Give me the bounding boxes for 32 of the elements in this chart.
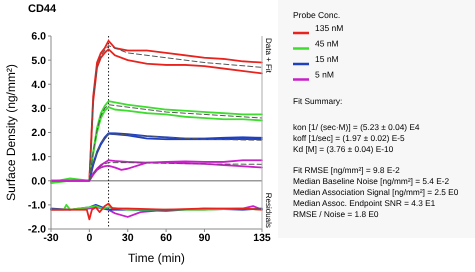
text: Fit Summary: xyxy=(293,96,342,106)
x-tick-label: 0 xyxy=(86,232,92,244)
x-tick-label: 30 xyxy=(122,232,134,244)
y-tick-label: 1.0 xyxy=(31,151,46,164)
x-tick-label: 60 xyxy=(160,232,172,244)
x-tick-label: 135 xyxy=(253,232,271,244)
x-axis-title: Time (min) xyxy=(128,251,185,265)
y-tick-label: 6.0 xyxy=(31,30,46,43)
chart-title: CD44 xyxy=(28,3,58,15)
y-tick-label: 2.0 xyxy=(31,127,46,140)
legend-title: Probe Conc. xyxy=(293,10,340,20)
text: Median Assoc. Endpoint SNR = 4.3 E1 xyxy=(293,198,436,208)
text: Kd [M] = (3.76 ± 0.04) E-10 xyxy=(293,144,394,154)
text: Fit RMSE [ng/mm²] = 9.8 E-2 xyxy=(293,165,400,175)
text: kon [1/ (sec·M)] = (5.23 ± 0.04) E4 xyxy=(293,122,420,132)
y-tick-label: 3.0 xyxy=(31,103,46,116)
legend-label: 5 nM xyxy=(315,70,334,80)
text: koff [1/sec] = (1.97 ± 0.02) E-5 xyxy=(293,133,406,143)
y-tick-label: 4.0 xyxy=(31,78,46,91)
text: Data + Fit xyxy=(264,38,273,74)
y-axis-title: Surface Density (ng/mm²) xyxy=(4,64,18,201)
y-tick-label: 5.0 xyxy=(31,54,46,67)
text: Median Baseline Noise [ng/mm²] = 5.4 E-2 xyxy=(293,176,450,186)
legend-label: 45 nM xyxy=(315,38,339,48)
legend-label: 15 nM xyxy=(315,54,339,64)
text: Median Association Signal [ng/mm²] = 2.5 E0 xyxy=(293,187,459,197)
y-tick-label: -1.0 xyxy=(28,200,46,212)
text: RMSE / Noise = 1.8 E0 xyxy=(293,209,379,219)
text: Residuals xyxy=(264,192,273,228)
legend-label: 135 nM xyxy=(315,23,344,33)
x-tick-label: 90 xyxy=(198,232,210,244)
y-tick-label: 0.0 xyxy=(31,175,46,188)
